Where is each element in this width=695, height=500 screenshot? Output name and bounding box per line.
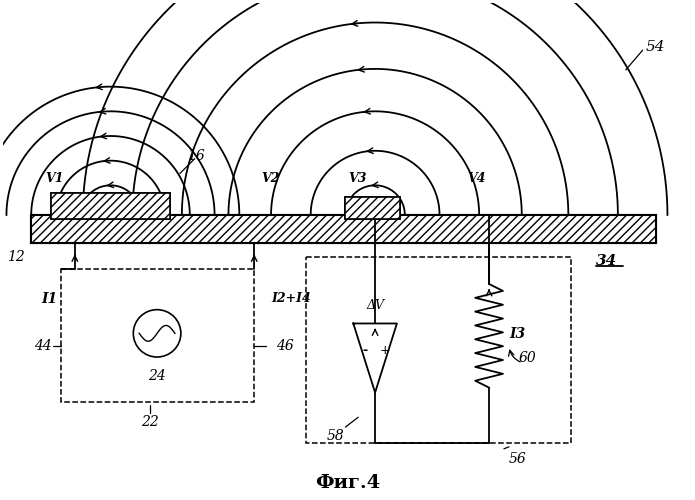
Text: Фиг.4: Фиг.4	[315, 474, 380, 492]
Text: 24: 24	[148, 369, 166, 383]
Text: 46: 46	[276, 339, 294, 353]
Text: V1: V1	[45, 172, 64, 186]
Bar	[31, 215, 655, 242]
Text: 16: 16	[187, 149, 204, 163]
Text: +: +	[379, 344, 391, 356]
Text: 54: 54	[646, 40, 665, 54]
Bar	[61, 269, 254, 402]
Bar	[306, 258, 571, 443]
Text: 44: 44	[34, 339, 52, 353]
Text: I1: I1	[41, 292, 57, 306]
Text: 56: 56	[509, 452, 527, 466]
Bar	[31, 215, 655, 242]
Text: I2+I4: I2+I4	[271, 292, 311, 306]
Text: 58: 58	[327, 429, 344, 443]
Bar	[51, 193, 170, 219]
Bar	[345, 197, 400, 219]
Text: 60: 60	[518, 351, 537, 365]
Text: I3: I3	[509, 328, 525, 342]
Text: 12: 12	[8, 250, 25, 264]
Text: V2: V2	[261, 172, 279, 186]
Text: -: -	[363, 344, 368, 356]
Text: 34: 34	[596, 254, 617, 268]
Text: ΔV: ΔV	[366, 298, 384, 312]
Text: V4: V4	[467, 172, 486, 186]
Bar	[345, 197, 400, 219]
Bar	[51, 193, 170, 219]
Text: 22: 22	[141, 415, 159, 429]
Text: V3: V3	[348, 172, 367, 186]
